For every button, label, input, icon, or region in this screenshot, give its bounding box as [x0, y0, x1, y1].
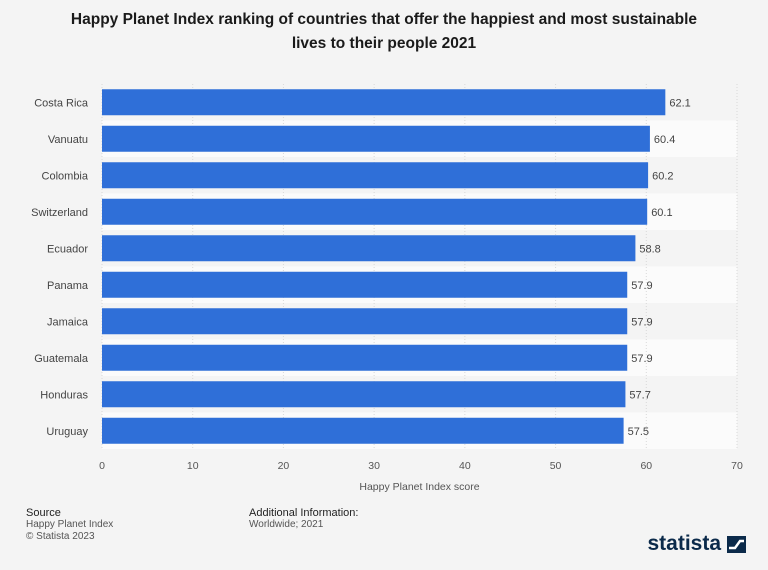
- chart-title: Happy Planet Index ranking of countries …: [0, 8, 768, 56]
- data-label: 60.2: [652, 170, 673, 182]
- data-label: 57.5: [628, 426, 649, 438]
- info-detail: Worldwide; 2021: [249, 519, 324, 530]
- x-tick-label: 60: [640, 460, 652, 472]
- category-label: Honduras: [40, 389, 88, 401]
- data-label: 57.7: [629, 389, 650, 401]
- category-label: Uruguay: [46, 426, 88, 438]
- x-tick-labels: 0 10 20 30 40 50 60 70: [99, 460, 743, 472]
- category-label: Switzerland: [31, 207, 88, 219]
- data-label: 62.1: [669, 97, 690, 109]
- chart-title-line-2: lives to their people 2021: [291, 35, 477, 52]
- source-block: Source Happy Planet Index © Statista 202…: [26, 507, 113, 543]
- data-label: 60.4: [654, 134, 675, 146]
- chart-title-line-1: Happy Planet Index ranking of countries …: [70, 11, 698, 28]
- data-label: 57.9: [631, 316, 652, 328]
- source-heading: Source: [26, 507, 61, 519]
- category-label: Colombia: [42, 170, 89, 182]
- category-label: Jamaica: [47, 316, 89, 328]
- additional-info-block: Additional Information: Worldwide; 2021: [249, 507, 358, 531]
- bars: [102, 89, 666, 444]
- bar: [102, 381, 626, 408]
- bar: [102, 308, 628, 335]
- x-tick-label: 0: [99, 460, 105, 472]
- category-label: Panama: [47, 280, 89, 292]
- category-labels: Costa Rica Vanuatu Colombia Switzerland Ecua…: [31, 97, 89, 438]
- bar: [102, 235, 636, 262]
- category-label: Guatemala: [34, 353, 89, 365]
- bar: [102, 417, 624, 444]
- data-label: 60.1: [651, 207, 672, 219]
- x-tick-label: 50: [550, 460, 562, 472]
- category-label: Vanuatu: [48, 134, 88, 146]
- bar-chart: Costa Rica Vanuatu Colombia Switzerland Ecua…: [31, 84, 743, 493]
- source-name: Happy Planet Index: [26, 519, 114, 530]
- x-tick-label: 70: [731, 460, 743, 472]
- category-label: Ecuador: [47, 243, 88, 255]
- copyright: © Statista 2023: [26, 531, 95, 542]
- x-tick-label: 20: [278, 460, 290, 472]
- category-label: Costa Rica: [34, 97, 89, 109]
- bar: [102, 344, 628, 371]
- x-axis-label: Happy Planet Index score: [359, 481, 479, 493]
- value-labels: 62.1 60.4 60.2 60.1 58.8 57.9 57.9 57.9 57.7 57.5: [628, 97, 691, 438]
- bar: [102, 162, 649, 189]
- data-label: 57.9: [631, 280, 652, 292]
- x-tick-label: 30: [368, 460, 380, 472]
- bar: [102, 125, 650, 152]
- data-label: 57.9: [631, 353, 652, 365]
- x-tick-label: 40: [459, 460, 471, 472]
- bar: [102, 198, 648, 225]
- statista-logo-icon: [727, 535, 746, 553]
- bar: [102, 271, 628, 298]
- data-label: 58.8: [639, 243, 660, 255]
- brand-name: statista: [647, 532, 721, 555]
- info-heading: Additional Information:: [249, 507, 359, 519]
- statista-logo[interactable]: statista: [647, 532, 746, 556]
- bar: [102, 89, 666, 116]
- x-tick-label: 10: [187, 460, 199, 472]
